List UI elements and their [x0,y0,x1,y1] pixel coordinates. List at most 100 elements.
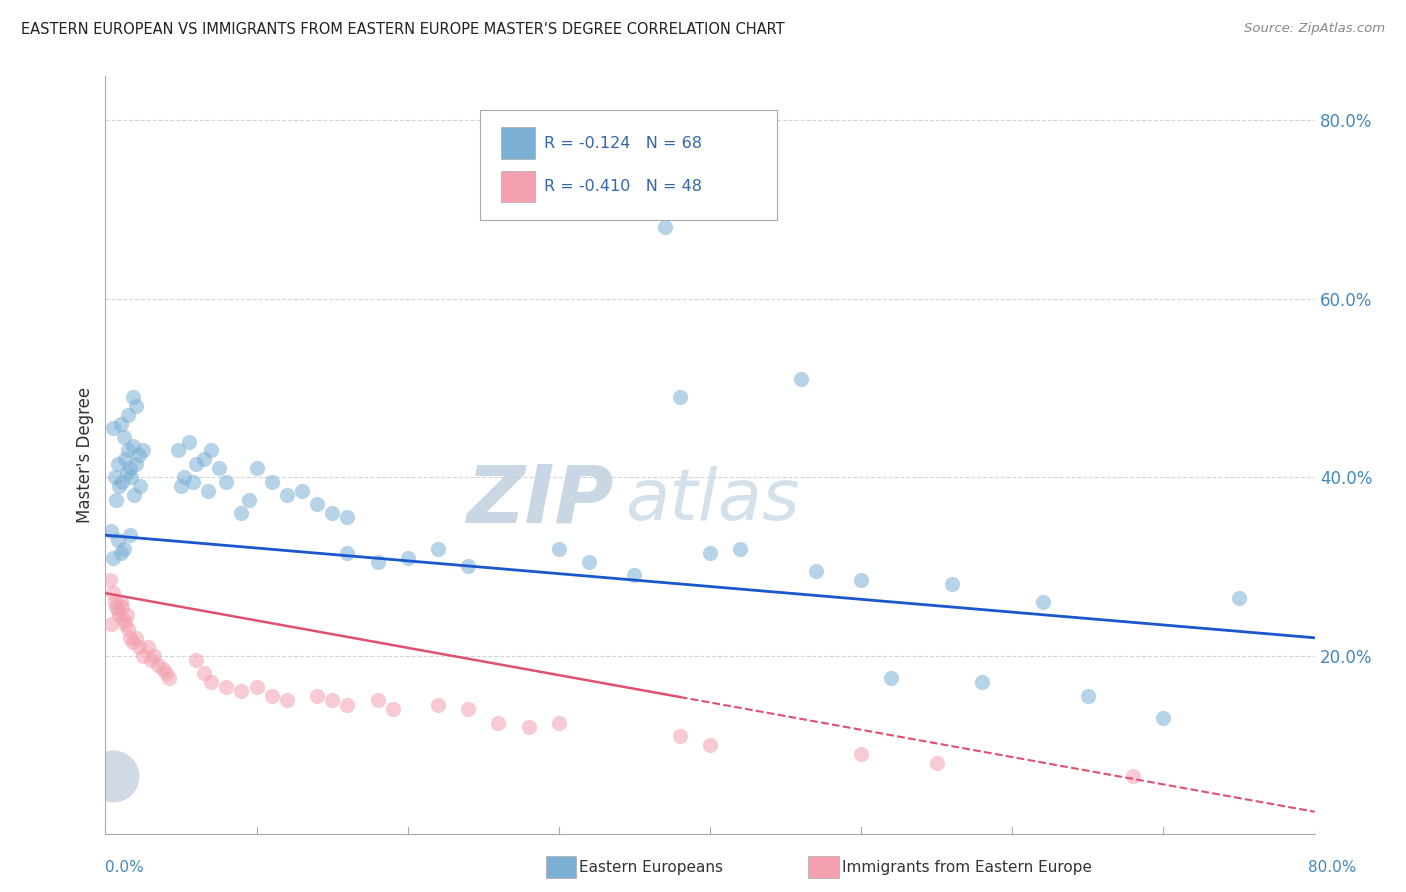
Point [321,506,343,520]
Point [336,510,359,524]
Point [181,475,204,489]
Point [276,693,298,707]
Point [186,457,208,471]
Text: R = -0.410   N = 48: R = -0.410 N = 48 [544,179,703,194]
Point [105,599,128,614]
Point [193,666,215,681]
Point [121,635,143,649]
Point [699,738,721,752]
Point [488,715,510,730]
Point [108,608,131,623]
Point [669,390,692,404]
Point [114,452,136,467]
Point [291,483,314,498]
Point [124,457,148,471]
Point [148,657,170,672]
Point [142,648,165,663]
Point [114,617,136,632]
Text: EASTERN EUROPEAN VS IMMIGRANTS FROM EASTERN EUROPE MASTER'S DEGREE CORRELATION C: EASTERN EUROPEAN VS IMMIGRANTS FROM EAST… [21,22,785,37]
Point [260,475,283,489]
Point [1077,689,1099,703]
Point [790,372,813,386]
Point [107,604,129,618]
Point [124,399,148,413]
Point [1153,711,1175,725]
Point [396,550,419,565]
Point [115,608,138,623]
Point [200,443,222,458]
Point [307,497,329,511]
Point [120,470,142,484]
Point [177,434,200,449]
Text: 0.0%: 0.0% [105,860,145,874]
Point [730,541,752,556]
Point [112,613,135,627]
Point [110,417,132,431]
Point [654,220,676,235]
Point [193,452,215,467]
Point [100,617,122,632]
Point [128,640,150,654]
Point [132,443,155,458]
Point [111,599,134,614]
Point [623,568,645,582]
Point [925,756,948,770]
Point [173,470,195,484]
Point [117,408,139,422]
Text: 80.0%: 80.0% [1309,860,1357,874]
Point [103,595,125,609]
FancyBboxPatch shape [481,110,776,220]
Point [1227,591,1250,605]
Point [336,546,359,560]
Point [941,577,963,591]
Point [101,421,124,435]
Point [101,550,124,565]
Point [112,430,135,444]
Point [276,488,298,502]
Point [139,653,162,667]
Point [115,466,138,480]
Point [517,720,540,734]
Point [246,461,269,475]
Point [699,546,721,560]
Point [122,488,145,502]
Point [101,769,124,783]
Point [427,698,450,712]
Point [215,475,238,489]
Point [101,586,124,600]
Point [108,479,131,493]
Y-axis label: Master's Degree: Master's Degree [76,387,94,523]
Point [111,475,134,489]
Point [321,693,343,707]
Point [1122,769,1144,783]
Point [366,693,388,707]
Point [100,524,122,538]
Text: R = -0.124   N = 68: R = -0.124 N = 68 [544,136,703,151]
Point [336,698,359,712]
Point [105,492,128,507]
Point [366,555,388,569]
Point [457,702,479,716]
Point [103,470,125,484]
Point [849,747,872,761]
Point [231,684,253,698]
Point [110,595,132,609]
Point [124,631,148,645]
Point [136,640,159,654]
Point [880,671,903,685]
Bar [501,128,534,159]
Point [121,390,143,404]
Point [669,729,692,743]
Point [167,443,190,458]
Point [246,680,269,694]
Point [231,506,253,520]
Point [200,675,222,690]
Point [107,533,129,547]
Point [186,653,208,667]
Point [307,689,329,703]
Point [578,555,600,569]
Text: ZIP: ZIP [465,461,613,540]
Point [215,680,238,694]
Point [170,479,193,493]
Text: Eastern Europeans: Eastern Europeans [579,860,723,874]
